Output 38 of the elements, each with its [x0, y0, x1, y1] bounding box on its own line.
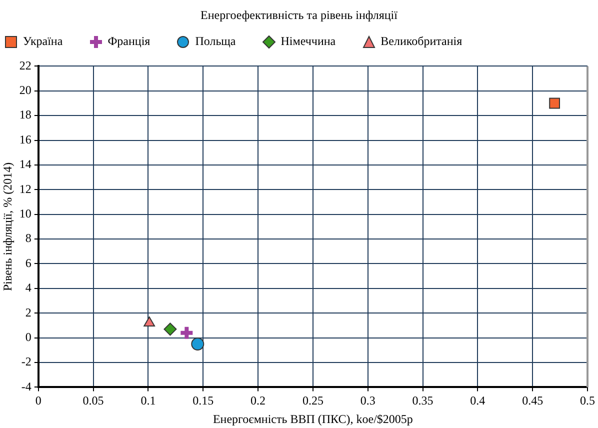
- y-tick-label: 16: [19, 132, 32, 146]
- x-tick-label: 0.25: [302, 394, 324, 408]
- x-tick-label: 0.4: [470, 394, 486, 408]
- x-tick-label: 0.15: [192, 394, 214, 408]
- point: [164, 322, 177, 336]
- y-tick-label: 4: [25, 280, 32, 295]
- y-tick-label: 18: [19, 108, 32, 122]
- y-tick-label: 2: [25, 305, 32, 320]
- y-tick-label: 6: [25, 256, 32, 270]
- point: [144, 316, 156, 326]
- point: [549, 98, 560, 109]
- point: [191, 337, 204, 350]
- x-tick-label: 0: [35, 394, 42, 408]
- y-tick-label: 22: [19, 58, 32, 72]
- x-tick-label: 0.2: [250, 394, 266, 408]
- y-tick-label: 20: [19, 83, 32, 98]
- y-tick-label: 0: [25, 330, 32, 344]
- y-tick-label: 8: [25, 231, 32, 246]
- y-axis-title: Рівень інфляції, % (2014): [0, 162, 14, 292]
- y-tick-label: 14: [19, 157, 32, 172]
- chart-title: Енергоефективність та рівень інфляції: [200, 8, 398, 23]
- legend-label: Німеччина: [280, 34, 336, 49]
- x-tick-label: 0.45: [522, 394, 544, 408]
- x-tick-label: 0.05: [82, 394, 104, 408]
- x-axis-title: Енергоємність ВВП (ПКС), koe/$2005p: [212, 412, 413, 426]
- x-tick-label: 0.3: [360, 394, 376, 408]
- legend-label: Франція: [108, 34, 150, 49]
- y-tick-label: 12: [19, 182, 32, 196]
- y-tick-label: 10: [19, 206, 32, 221]
- point: [178, 324, 195, 341]
- x-tick-label: 0.5: [580, 394, 595, 408]
- legend-label: Польща: [195, 34, 236, 49]
- y-tick-label: -2: [21, 354, 32, 369]
- x-tick-label: 0.35: [412, 394, 434, 408]
- legend-label: Україна: [23, 34, 63, 49]
- x-tick-label: 0.1: [140, 394, 156, 408]
- legend-label: Великобританія: [380, 34, 462, 49]
- y-tick-label: -4: [21, 379, 32, 394]
